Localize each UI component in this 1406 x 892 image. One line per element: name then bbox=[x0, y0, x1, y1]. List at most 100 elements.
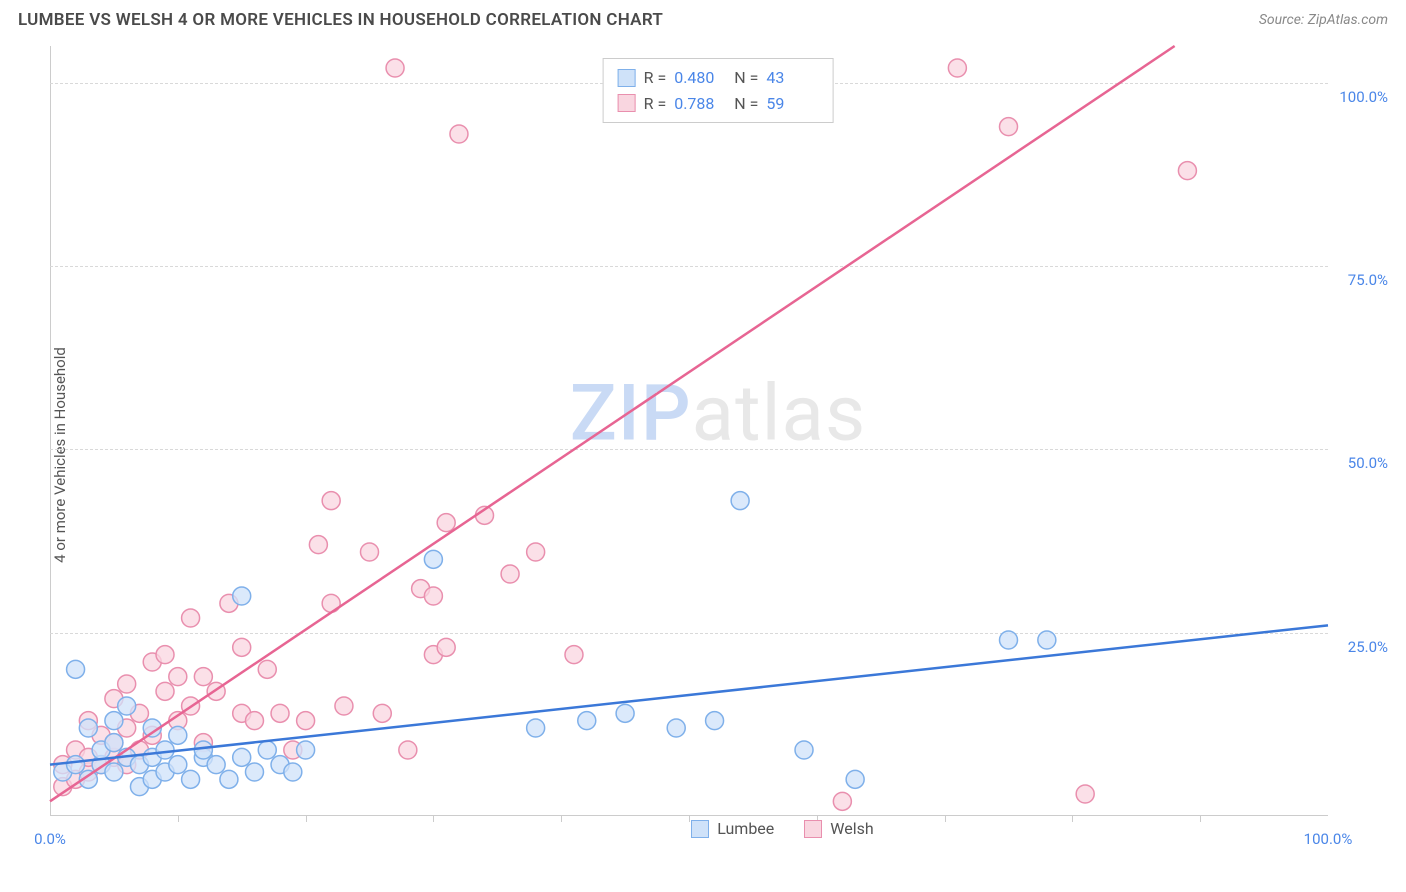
welsh-point bbox=[565, 646, 583, 664]
lumbee-swatch-icon bbox=[691, 820, 709, 838]
lumbee-point bbox=[616, 704, 634, 722]
n-value: 43 bbox=[766, 65, 818, 91]
scatter-svg bbox=[50, 46, 1328, 816]
lumbee-point bbox=[118, 697, 136, 715]
welsh-point bbox=[373, 704, 391, 722]
welsh-swatch-icon bbox=[804, 820, 822, 838]
lumbee-point bbox=[233, 748, 251, 766]
welsh-point bbox=[527, 543, 545, 561]
lumbee-point bbox=[194, 741, 212, 759]
welsh-point bbox=[361, 543, 379, 561]
welsh-point bbox=[169, 668, 187, 686]
lumbee-point bbox=[1000, 631, 1018, 649]
lumbee-point bbox=[1038, 631, 1056, 649]
welsh-point bbox=[182, 609, 200, 627]
lumbee-point bbox=[284, 763, 302, 781]
x-tick-label: 100.0% bbox=[1304, 830, 1353, 848]
x-tick-label: 0.0% bbox=[34, 830, 66, 848]
x-tick bbox=[178, 816, 179, 822]
r-value: 0.480 bbox=[674, 65, 726, 91]
welsh-point bbox=[437, 638, 455, 656]
lumbee-point bbox=[578, 712, 596, 730]
welsh-swatch-icon bbox=[618, 94, 636, 112]
lumbee-point bbox=[105, 712, 123, 730]
welsh-trend-line bbox=[50, 46, 1175, 801]
chart-title: LUMBEE VS WELSH 4 OR MORE VEHICLES IN HO… bbox=[18, 10, 663, 30]
lumbee-point bbox=[233, 587, 251, 605]
n-value: 59 bbox=[766, 91, 818, 117]
welsh-point bbox=[258, 660, 276, 678]
welsh-point bbox=[1076, 785, 1094, 803]
lumbee-point bbox=[297, 741, 315, 759]
legend-item-lumbee: Lumbee bbox=[691, 819, 774, 838]
welsh-point bbox=[322, 492, 340, 510]
welsh-point bbox=[450, 125, 468, 143]
r-label: R = bbox=[644, 91, 667, 117]
lumbee-point bbox=[105, 763, 123, 781]
x-tick bbox=[1072, 816, 1073, 822]
lumbee-point bbox=[424, 550, 442, 568]
source-attribution: Source: ZipAtlas.com bbox=[1259, 12, 1388, 28]
lumbee-point bbox=[79, 719, 97, 737]
y-tick-label: 100.0% bbox=[1339, 88, 1388, 106]
welsh-point bbox=[386, 59, 404, 77]
lumbee-point bbox=[795, 741, 813, 759]
legend-row-lumbee: R = 0.480 N = 43 bbox=[618, 65, 819, 91]
x-tick bbox=[689, 816, 690, 822]
x-tick bbox=[945, 816, 946, 822]
welsh-point bbox=[424, 587, 442, 605]
x-tick bbox=[1200, 816, 1201, 822]
lumbee-point bbox=[207, 756, 225, 774]
welsh-point bbox=[297, 712, 315, 730]
welsh-point bbox=[948, 59, 966, 77]
y-tick-label: 75.0% bbox=[1348, 271, 1388, 289]
legend-row-welsh: R = 0.788 N = 59 bbox=[618, 91, 819, 117]
welsh-point bbox=[399, 741, 417, 759]
welsh-point bbox=[156, 682, 174, 700]
lumbee-point bbox=[169, 756, 187, 774]
lumbee-point bbox=[67, 756, 85, 774]
welsh-point bbox=[156, 646, 174, 664]
lumbee-point bbox=[667, 719, 685, 737]
lumbee-point bbox=[706, 712, 724, 730]
welsh-point bbox=[233, 638, 251, 656]
r-label: R = bbox=[644, 65, 667, 91]
legend-label: Welsh bbox=[830, 819, 873, 838]
welsh-point bbox=[118, 675, 136, 693]
correlation-legend: R = 0.480 N = 43 R = 0.788 N = 59 bbox=[603, 58, 834, 123]
y-tick-label: 25.0% bbox=[1348, 638, 1388, 656]
welsh-point bbox=[437, 514, 455, 532]
lumbee-point bbox=[527, 719, 545, 737]
n-label: N = bbox=[734, 91, 758, 117]
welsh-point bbox=[833, 792, 851, 810]
x-tick bbox=[561, 816, 562, 822]
lumbee-point bbox=[258, 741, 276, 759]
n-label: N = bbox=[734, 65, 758, 91]
lumbee-point bbox=[182, 770, 200, 788]
welsh-point bbox=[1000, 118, 1018, 136]
legend-label: Lumbee bbox=[717, 819, 774, 838]
lumbee-point bbox=[67, 660, 85, 678]
x-tick bbox=[433, 816, 434, 822]
lumbee-point bbox=[156, 741, 174, 759]
lumbee-swatch-icon bbox=[618, 69, 636, 87]
legend-item-welsh: Welsh bbox=[804, 819, 873, 838]
welsh-point bbox=[1178, 162, 1196, 180]
y-tick-label: 50.0% bbox=[1348, 454, 1388, 472]
lumbee-point bbox=[731, 492, 749, 510]
lumbee-point bbox=[105, 734, 123, 752]
welsh-point bbox=[271, 704, 289, 722]
series-legend: Lumbee Welsh bbox=[691, 819, 873, 838]
welsh-point bbox=[501, 565, 519, 583]
welsh-point bbox=[245, 712, 263, 730]
welsh-point bbox=[335, 697, 353, 715]
plot-region: 25.0%50.0%75.0%100.0% 0.0%100.0% ZIPatla… bbox=[48, 46, 1388, 846]
lumbee-point bbox=[220, 770, 238, 788]
welsh-point bbox=[309, 536, 327, 554]
lumbee-point bbox=[245, 763, 263, 781]
lumbee-point bbox=[846, 770, 864, 788]
chart-area: 4 or more Vehicles in Household 25.0%50.… bbox=[48, 46, 1388, 846]
lumbee-point bbox=[169, 726, 187, 744]
welsh-point bbox=[194, 668, 212, 686]
x-tick bbox=[306, 816, 307, 822]
